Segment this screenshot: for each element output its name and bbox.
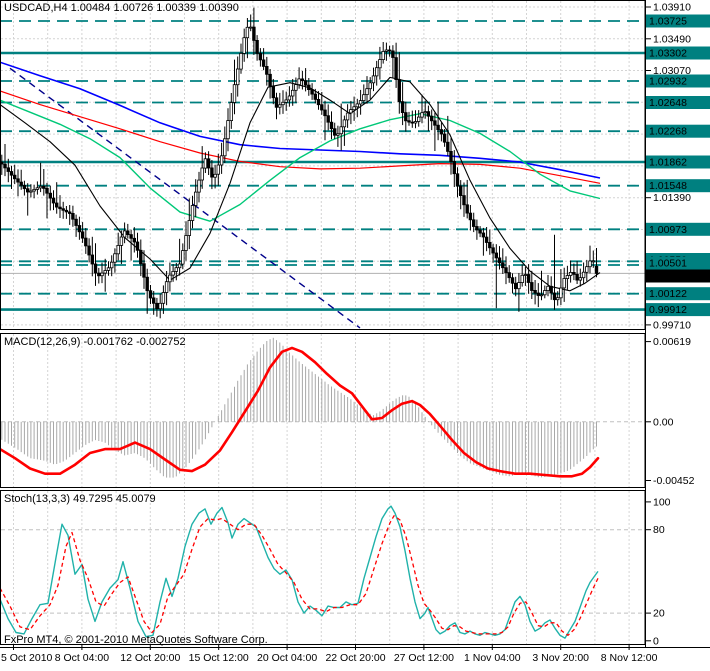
level-price-label-bg <box>646 96 710 109</box>
panel-separator-macd-stoch[interactable] <box>0 486 645 491</box>
stoch-k-line <box>0 505 599 639</box>
candlesticks <box>0 7 599 319</box>
time-tick-label: 3 Nov 20:00 <box>532 652 589 664</box>
moving-averages <box>0 61 601 292</box>
descending-trendline[interactable] <box>9 67 361 329</box>
macd-signal-line <box>0 346 600 478</box>
time-tick-label: 8 Oct 04:00 <box>55 652 109 664</box>
time-tick-label: 27 Oct 12:00 <box>394 652 454 664</box>
axis-tick-label: 0.99710 <box>653 319 691 331</box>
axis-tick-label: 1.03910 <box>653 2 691 14</box>
level-price-label-bg <box>646 179 710 193</box>
time-tick-label: 22 Oct 20:00 <box>325 652 385 664</box>
horizontal-level-lines[interactable] <box>0 20 645 311</box>
level-price-label-bg <box>646 303 710 317</box>
level-price-label-bg <box>646 256 710 270</box>
time-axis-labels[interactable]: 5 Oct 2010 8 Oct 04:00 12 Oct 20:00 15 Oct … <box>1 645 658 664</box>
level-price-label: 0.99912 <box>649 304 687 316</box>
level-price-label: 1.03302 <box>649 48 687 60</box>
price-axis[interactable] <box>646 0 710 647</box>
price-axis-labels[interactable]: 1.03910 1.03490 1.03070 1.01390 0.99710 1.037… <box>645 2 710 648</box>
current-price-label: 1.00390 <box>649 271 687 283</box>
time-tick-label: 15 Oct 12:00 <box>189 652 249 664</box>
level-price-label: 1.01862 <box>649 157 687 169</box>
axis-tick-label: -0.00452 <box>653 475 695 487</box>
level-price-label-bg <box>646 46 710 60</box>
level-price-label-bg <box>646 222 710 236</box>
level-price-label: 1.02932 <box>649 76 687 88</box>
time-tick-label: 8 Nov 12:00 <box>601 652 658 664</box>
level-price-label: 1.01548 <box>649 180 687 192</box>
axis-tick-label: 1.03070 <box>653 65 691 77</box>
ma-slow-blue <box>0 61 601 179</box>
axis-tick-label: 100 <box>653 496 671 508</box>
ma-fast-black <box>0 76 601 292</box>
level-price-label-bg <box>646 155 710 169</box>
level-price-label-bg <box>646 287 710 301</box>
level-price-label: 1.02268 <box>649 126 687 138</box>
time-tick-label: 5 Oct 2010 <box>1 652 53 664</box>
time-tick-label: 12 Oct 20:00 <box>120 652 180 664</box>
axis-tick-label: 1.03490 <box>653 33 691 45</box>
axis-tick-label: 1.01390 <box>653 192 691 204</box>
time-tick-label: 20 Oct 04:00 <box>257 652 317 664</box>
time-tick-label: 1 Nov 04:00 <box>464 652 521 664</box>
ma-slow-red <box>0 90 601 184</box>
level-price-label: 1.02648 <box>649 97 687 109</box>
macd-indicator-label: MACD(12,26,9) -0.001762 -0.002752 <box>4 336 186 348</box>
level-price-label: 1.03725 <box>649 16 687 28</box>
copyright-watermark: FxPro MT4, © 2001-2010 MetaQuotes Softwa… <box>4 634 268 646</box>
ma-medium-green <box>0 99 601 222</box>
level-price-label-bg <box>646 124 710 138</box>
current-price-label-bg <box>646 269 710 283</box>
stoch-indicator-label: Stoch(13,3,3) 49.7295 45.0079 <box>4 493 156 505</box>
panel-separator-main-macd[interactable] <box>0 329 645 334</box>
level-price-label: 1.00122 <box>649 288 687 300</box>
level-price-label-bg <box>646 74 710 88</box>
axis-tick-label: 20 <box>653 608 665 620</box>
chart-symbol-title: USDCAD,H4 1.00484 1.00726 1.00339 1.0039… <box>4 2 239 14</box>
level-price-label: 1.00501 <box>649 258 687 270</box>
time-axis[interactable] <box>0 648 710 671</box>
macd-histogram <box>1 337 597 478</box>
level-price-label: 1.00973 <box>649 224 687 236</box>
axis-tick-label: 0.00619 <box>653 336 691 348</box>
axis-tick-label: 0 <box>653 635 659 647</box>
axis-tick-label: 80 <box>653 524 665 536</box>
grid-lines <box>1 1 644 644</box>
axis-tick-label: 0.00 <box>653 416 674 428</box>
level-price-label-bg <box>646 14 710 28</box>
